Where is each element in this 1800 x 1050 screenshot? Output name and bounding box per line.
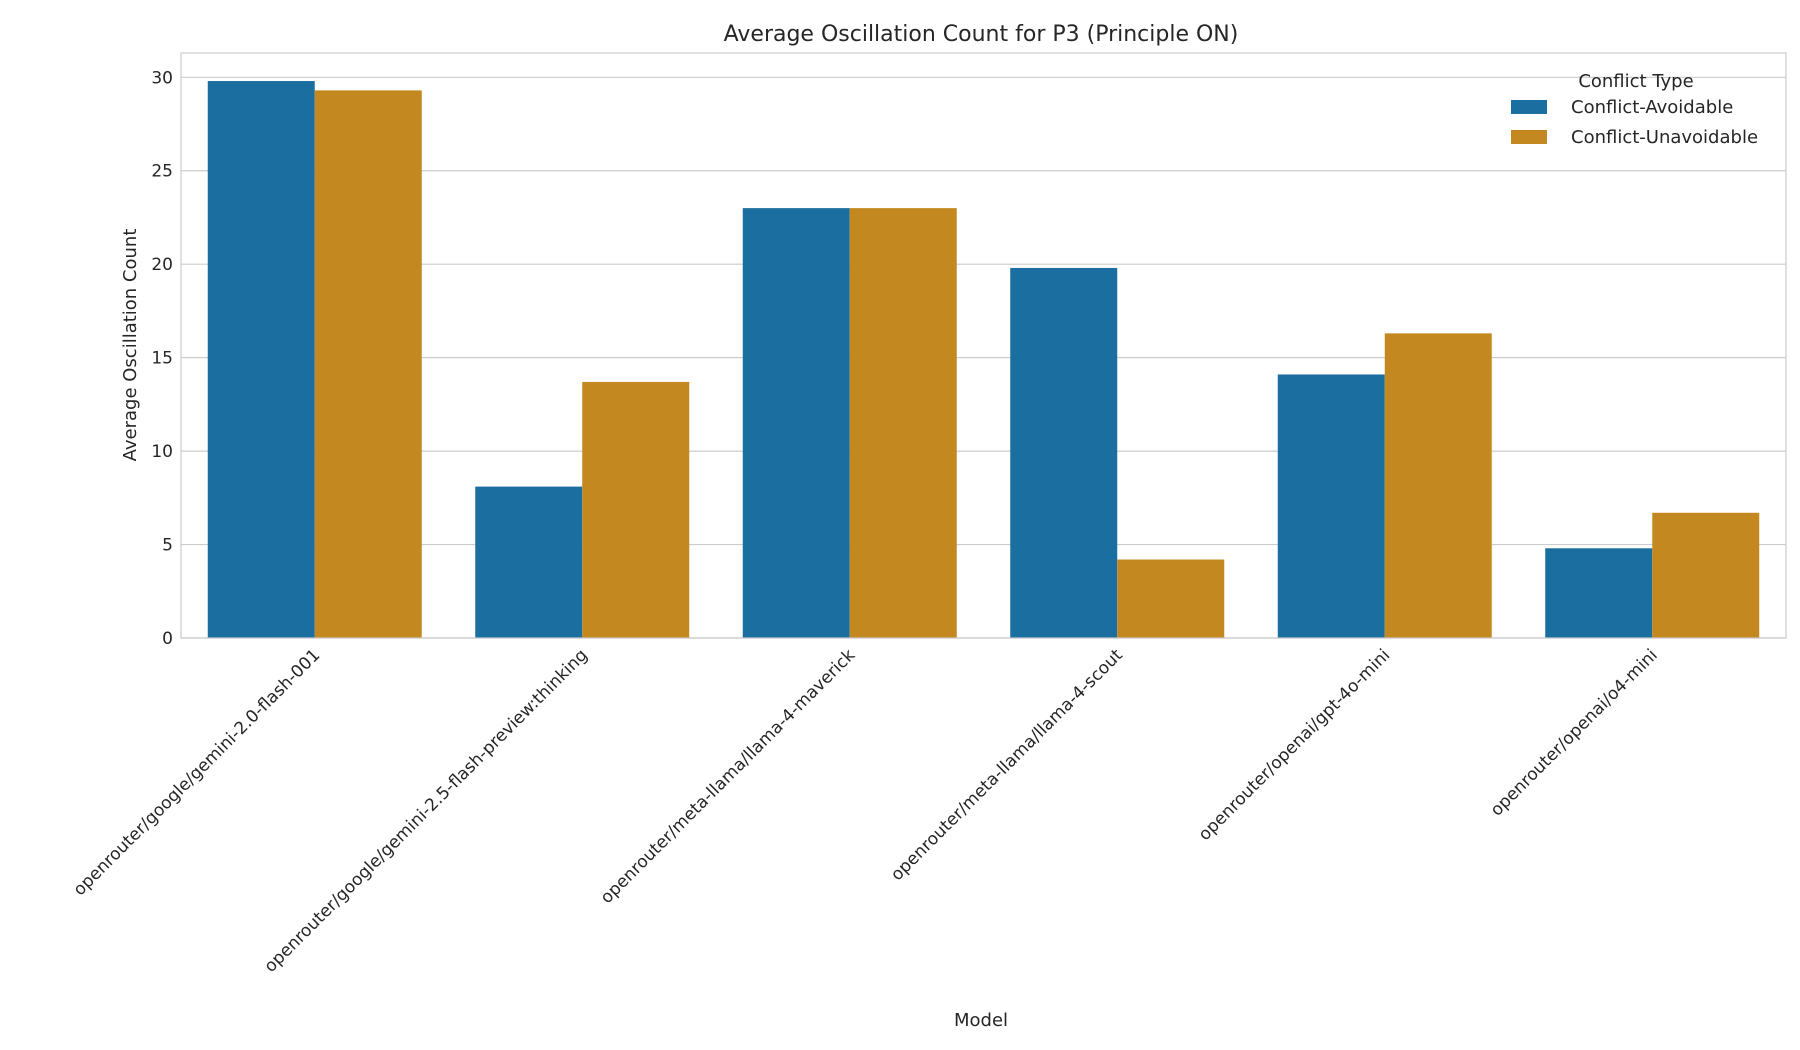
bar-unavoidable bbox=[849, 208, 957, 638]
x-tick-label: openrouter/openai/gpt-4o-mini bbox=[1195, 645, 1395, 845]
y-tick-label: 30 bbox=[151, 68, 173, 88]
legend: Conflict Type Conflict-Avoidable Conflict… bbox=[1511, 71, 1758, 148]
bars bbox=[207, 81, 1760, 638]
bar-avoidable bbox=[1545, 548, 1653, 638]
y-tick-label: 5 bbox=[162, 536, 173, 556]
x-tick-label: openrouter/meta-llama/llama-4-maverick bbox=[597, 645, 860, 908]
bar-avoidable bbox=[475, 486, 583, 638]
legend-swatch bbox=[1511, 100, 1547, 114]
x-tick-label: openrouter/meta-llama/llama-4-scout bbox=[887, 645, 1127, 885]
bar-avoidable bbox=[1277, 374, 1385, 638]
x-tick-label: openrouter/google/gemini-2.0-flash-001 bbox=[70, 645, 325, 900]
bar-unavoidable bbox=[1117, 559, 1225, 638]
x-tick-label: openrouter/openai/o4-mini bbox=[1487, 645, 1662, 820]
bar-unavoidable bbox=[1384, 333, 1492, 638]
bar-unavoidable bbox=[314, 90, 422, 638]
legend-swatch bbox=[1511, 130, 1547, 144]
bar-unavoidable bbox=[1652, 512, 1760, 638]
y-tick-label: 0 bbox=[162, 629, 173, 649]
y-tick-label: 25 bbox=[151, 162, 173, 182]
bar-avoidable bbox=[742, 208, 850, 638]
y-tick-label: 10 bbox=[151, 442, 173, 462]
chart-title: Average Oscillation Count for P3 (Princi… bbox=[724, 22, 1239, 47]
bar-avoidable bbox=[1010, 267, 1118, 638]
x-tick-label: openrouter/google/gemini-2.5-flash-previ… bbox=[261, 645, 592, 976]
y-tick-label: 20 bbox=[151, 255, 173, 275]
legend-label: Conflict-Avoidable bbox=[1571, 97, 1733, 118]
plot-frame bbox=[180, 52, 1787, 639]
bar-unavoidable bbox=[582, 381, 690, 638]
bar-avoidable bbox=[207, 81, 315, 638]
legend-label: Conflict-Unavoidable bbox=[1571, 127, 1758, 148]
x-axis-label: Model bbox=[954, 1010, 1008, 1031]
y-axis-label: Average Oscillation Count bbox=[120, 229, 141, 462]
x-tick-labels: openrouter/google/gemini-2.0-flash-001op… bbox=[70, 645, 1662, 976]
y-tick-labels: 0 5 10 15 20 25 30 bbox=[151, 68, 173, 649]
legend-title: Conflict Type bbox=[1578, 71, 1693, 92]
grid bbox=[181, 76, 1786, 639]
y-tick-label: 15 bbox=[151, 349, 173, 369]
